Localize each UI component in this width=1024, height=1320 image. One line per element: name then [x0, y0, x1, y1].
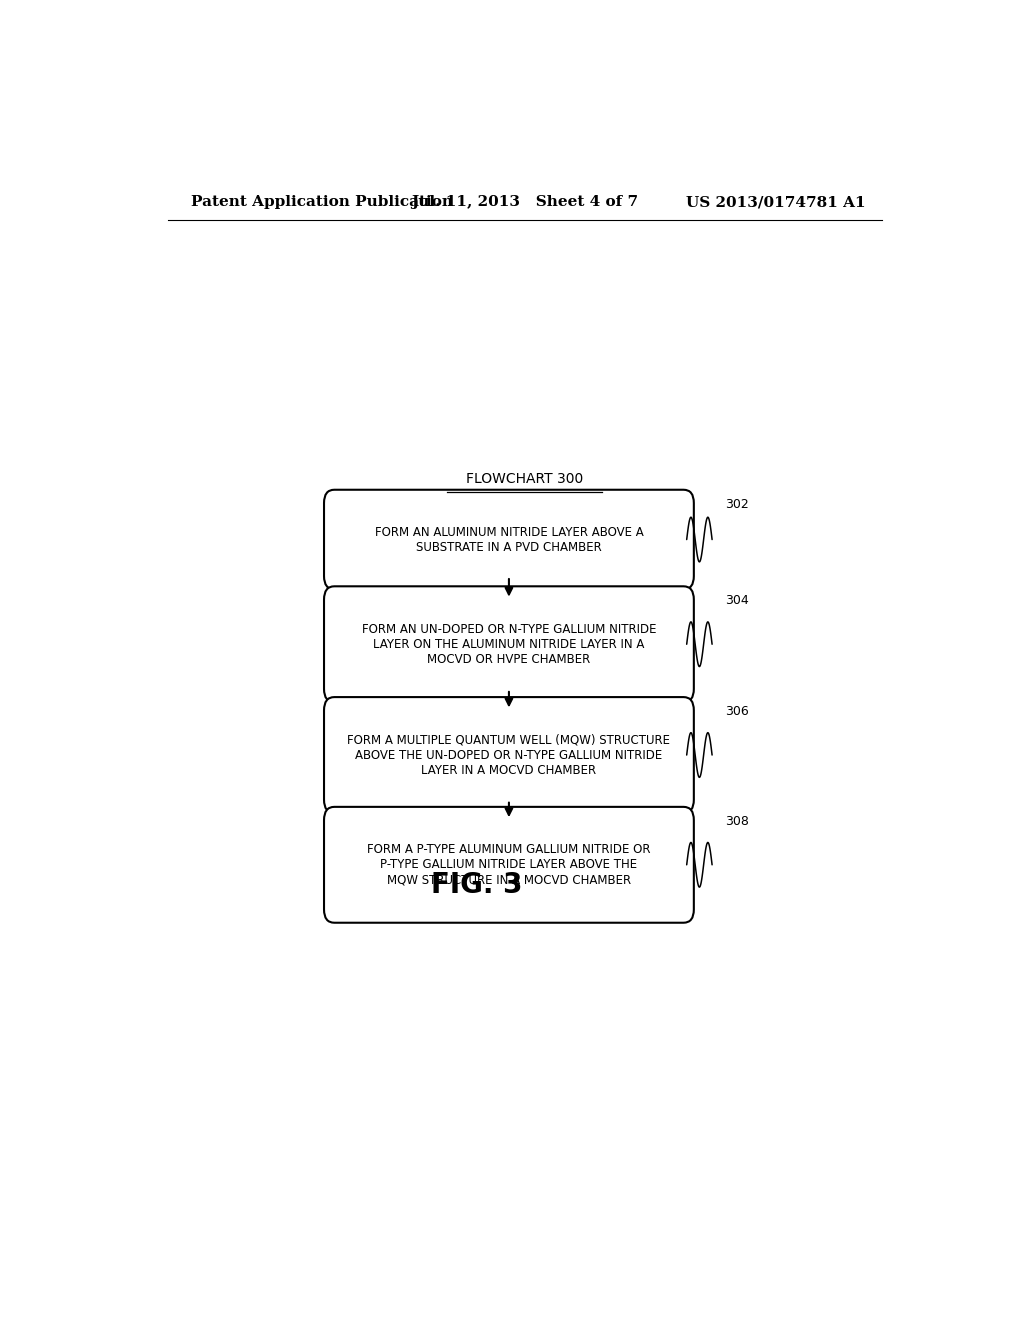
- Text: Jul. 11, 2013   Sheet 4 of 7: Jul. 11, 2013 Sheet 4 of 7: [412, 195, 638, 209]
- Text: 304: 304: [725, 594, 749, 607]
- Text: Patent Application Publication: Patent Application Publication: [191, 195, 454, 209]
- Text: FORM A P-TYPE ALUMINUM GALLIUM NITRIDE OR
P-TYPE GALLIUM NITRIDE LAYER ABOVE THE: FORM A P-TYPE ALUMINUM GALLIUM NITRIDE O…: [368, 843, 650, 886]
- Text: FORM AN ALUMINUM NITRIDE LAYER ABOVE A
SUBSTRATE IN A PVD CHAMBER: FORM AN ALUMINUM NITRIDE LAYER ABOVE A S…: [375, 525, 643, 553]
- FancyBboxPatch shape: [324, 586, 694, 702]
- Text: FLOWCHART 300: FLOWCHART 300: [466, 471, 584, 486]
- Text: US 2013/0174781 A1: US 2013/0174781 A1: [686, 195, 866, 209]
- Text: FIG. 3: FIG. 3: [431, 871, 523, 899]
- Text: FORM A MULTIPLE QUANTUM WELL (MQW) STRUCTURE
ABOVE THE UN-DOPED OR N-TYPE GALLIU: FORM A MULTIPLE QUANTUM WELL (MQW) STRUC…: [347, 734, 671, 776]
- Text: FORM AN UN-DOPED OR N-TYPE GALLIUM NITRIDE
LAYER ON THE ALUMINUM NITRIDE LAYER I: FORM AN UN-DOPED OR N-TYPE GALLIUM NITRI…: [361, 623, 656, 665]
- FancyBboxPatch shape: [324, 807, 694, 923]
- FancyBboxPatch shape: [324, 697, 694, 813]
- Text: 306: 306: [725, 705, 749, 718]
- Text: 308: 308: [725, 814, 749, 828]
- FancyBboxPatch shape: [324, 490, 694, 589]
- Text: 302: 302: [725, 498, 749, 511]
